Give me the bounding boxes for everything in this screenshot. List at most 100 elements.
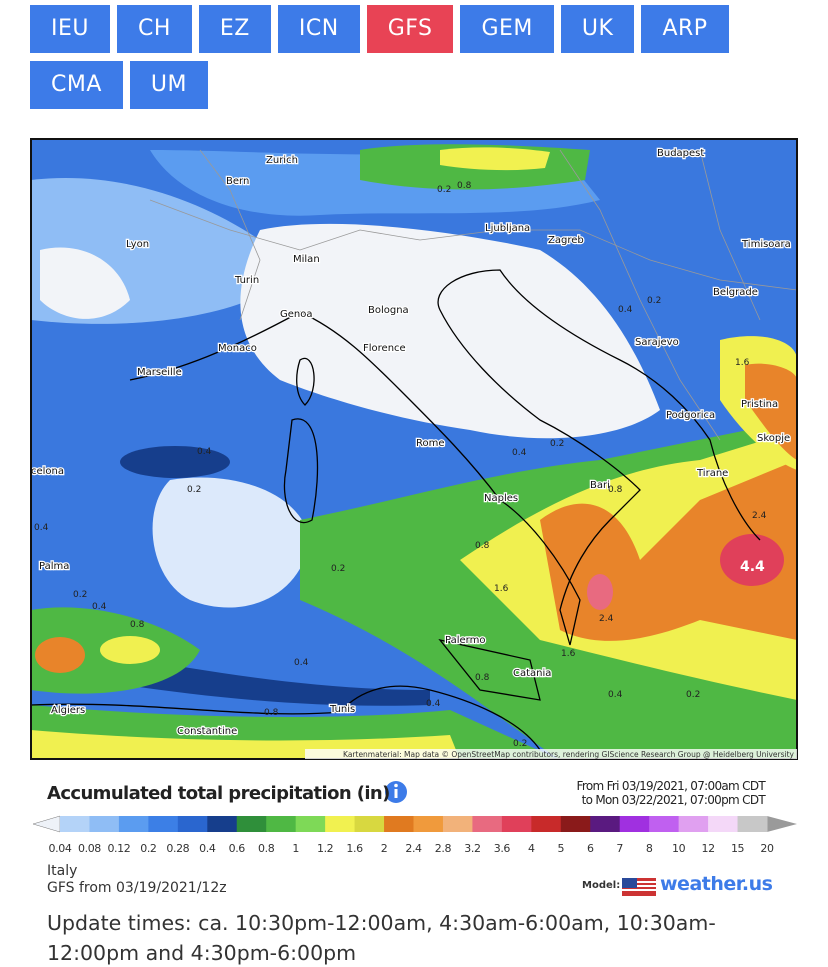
city-label: Zurich [266,155,298,166]
scale-swatch [737,816,768,832]
scale-label: 6 [587,842,594,855]
city-label: Bern [226,176,249,187]
city-label: Skopje [757,433,790,444]
city-label: Florence [363,343,406,354]
model-button[interactable]: GEM [460,5,554,53]
contour-label: 0.4 [512,448,527,458]
contour-label: 0.4 [92,602,107,612]
scale-label: 1 [292,842,299,855]
contour-label: 0.4 [618,305,633,315]
scale-label: 7 [616,842,623,855]
contour-label: 0.4 [608,690,623,700]
scale-label: 0.8 [258,842,275,855]
region: Italy [47,863,78,879]
city-label: Podgorica [666,410,715,421]
city-label: Belgrade [713,287,758,298]
contour-label: 0.2 [513,739,527,749]
scale-swatch [531,816,562,832]
scale-swatch [148,816,179,832]
model-label: Model: [582,880,621,891]
contour-label: 4.4 [740,559,765,575]
model-run: GFS from 03/19/2021/12z [47,880,227,896]
scale-swatch [118,816,149,832]
scale-label: 12 [701,842,714,855]
scale-label: 8 [646,842,653,855]
period-from: From Fri 03/19/2021, 07:00am CDT [576,779,766,793]
contour-label: 0.2 [550,439,564,449]
city-label: Rome [416,438,445,449]
contour-label: 0.2 [437,185,451,195]
city-label: Sarajevo [635,337,679,348]
scale-swatch [501,816,532,832]
scale-label: 5 [557,842,564,855]
city-label: Genoa [280,309,313,320]
model-nav: IEU CH EZ ICN GFS GEM UK ARP CMA UM [30,5,730,109]
scale-swatch [177,816,208,832]
scale-label: 1.6 [346,842,363,855]
scale-label: 3.2 [464,842,480,855]
model-button[interactable]: IEU [30,5,110,53]
city-label: Catania [513,668,551,679]
scale-label: 1.2 [317,842,333,855]
scale-swatch [678,816,709,832]
scale-swatch [413,816,444,832]
city-label: Naples [484,493,518,504]
scale-swatch [560,816,591,832]
contour-label: 1.6 [735,358,750,368]
contour-label: 0.4 [34,523,49,533]
city-label: Bologna [368,305,409,316]
model-button[interactable]: GFS [366,5,454,53]
contour-label: 2.4 [599,614,614,624]
color-scale: 0.04 0.08 0.12 0.2 0.28 0.4 0.6 0.8 1 1.2 1.6 2 2.4 2… [32,815,797,855]
model-button[interactable]: UM [129,61,208,109]
contour-label: 1.6 [494,584,509,594]
scale-label: 2 [381,842,388,855]
contour-label: 0.8 [608,485,623,495]
city-label: Monaco [218,343,257,354]
city-label: Pristina [741,399,778,410]
city-label: Bari [590,480,610,491]
logo: weather.us [660,873,773,895]
contour-label: 2.4 [752,511,767,521]
contour-label: 0.8 [457,181,472,191]
scale-swatch [266,816,297,832]
city-label: Palermo [445,635,485,646]
scale-swatch [60,816,90,832]
scale-label: 0.04 [49,842,72,855]
contour-label: 0.2 [331,564,345,574]
scale-label: 2.4 [405,842,422,855]
city-label: Timisoara [741,239,791,250]
city-label: Algiers [51,705,85,716]
model-button[interactable]: ICN [277,5,360,53]
city-label: Zagreb [548,235,584,246]
model-button[interactable]: CH [117,5,192,53]
scale-label: 0.2 [140,842,156,855]
city-label: Lyon [126,239,149,250]
scale-swatch [472,816,503,832]
info-icon[interactable] [385,781,407,803]
model-button[interactable]: CMA [30,61,123,109]
city-label: celona [31,466,64,477]
city-label: Constantine [177,726,237,737]
city-label: Tirane [696,468,728,479]
contour-label: 0.2 [73,590,87,600]
model-button[interactable]: EZ [198,5,271,53]
scale-label: 0.4 [199,842,216,855]
contour-label: 0.2 [187,485,201,495]
scale-swatch [207,816,238,832]
city-label: Turin [234,275,259,286]
scale-swatch [708,816,739,832]
contour-label: 0.8 [264,708,279,718]
scale-label: 0.08 [78,842,101,855]
contour-label: 0.2 [647,296,661,306]
city-label: Budapest [657,148,704,159]
contour-label: 1.6 [561,649,576,659]
model-button[interactable]: ARP [641,5,729,53]
scale-swatch [649,816,680,832]
model-button[interactable]: UK [560,5,635,53]
period-to: to Mon 03/22/2021, 07:00pm CDT [581,793,766,807]
contour-label: 0.8 [475,673,490,683]
scale-swatch [236,816,267,832]
